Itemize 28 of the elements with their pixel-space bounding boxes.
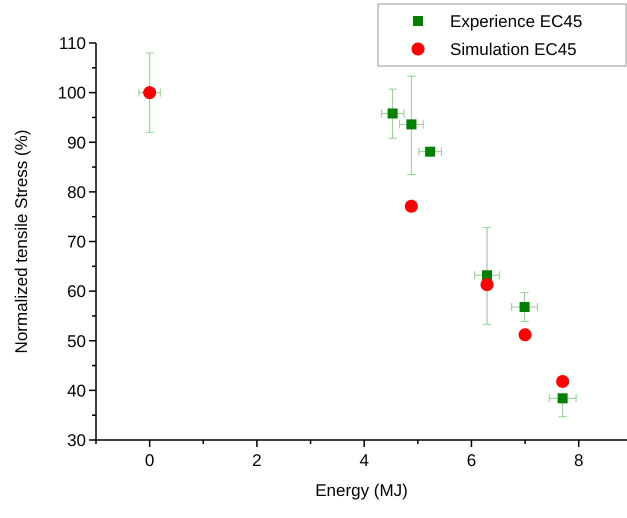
point (425, 146, 436, 157)
y-tick-label: 60 (67, 282, 86, 302)
point (143, 86, 156, 100)
point (404, 200, 418, 213)
point (406, 119, 416, 130)
y-tick-label: 30 (67, 431, 86, 450)
y-tick-label: 100 (58, 84, 86, 103)
legend-label: Experience EC45 (450, 12, 582, 31)
point (388, 108, 398, 118)
legend-label: Simulation EC45 (450, 40, 577, 59)
y-axis-title: Normalized tensile Stress (%) (12, 130, 31, 354)
x-tick-label: 6 (466, 451, 476, 470)
x-tick-label: 8 (574, 451, 584, 470)
y-tick-label: 50 (67, 332, 86, 351)
point (556, 374, 570, 388)
x-tick-label: 2 (252, 451, 262, 470)
y-tick-label: 110 (58, 34, 86, 53)
y-tick-label: 80 (67, 182, 86, 202)
point (558, 393, 568, 404)
point (518, 328, 532, 342)
x-tick-label: 4 (359, 451, 369, 470)
y-tick-label: 70 (67, 232, 86, 252)
x-axis-title: Energy (MJ) (315, 481, 408, 500)
x-tick-label: 0 (144, 451, 154, 470)
y-tick-label: 40 (67, 381, 86, 400)
y-tick-label: 90 (67, 133, 86, 152)
point (480, 278, 494, 292)
point (520, 302, 530, 312)
